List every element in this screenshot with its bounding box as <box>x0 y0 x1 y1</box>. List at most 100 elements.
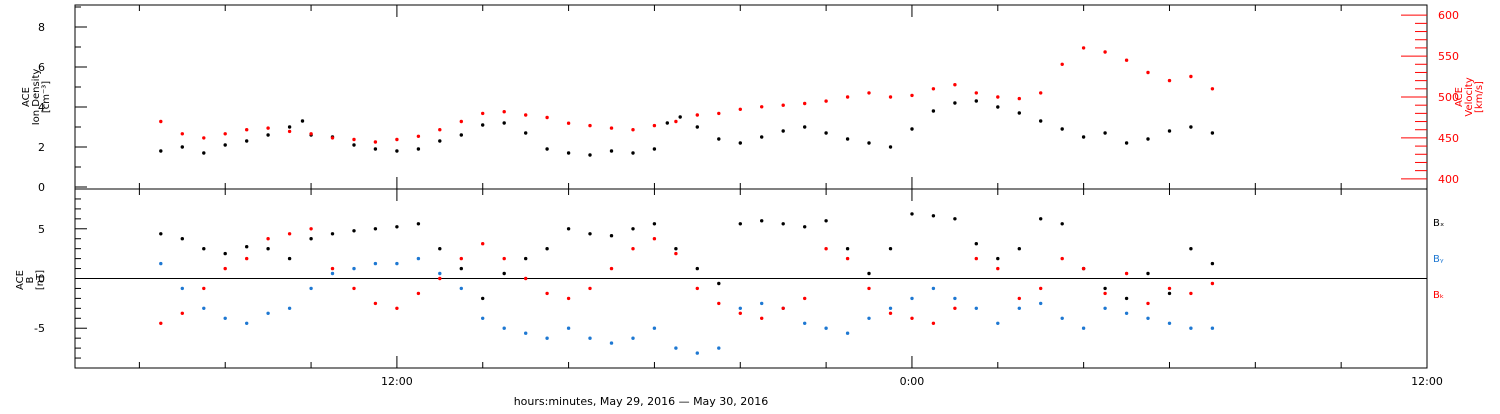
data-point <box>1189 291 1193 296</box>
data-point <box>481 111 485 116</box>
data-point <box>867 91 871 95</box>
data-point <box>781 222 785 226</box>
data-point <box>502 326 506 330</box>
data-point <box>867 141 871 145</box>
data-point <box>502 121 506 125</box>
data-point <box>330 266 335 271</box>
data-point <box>1189 125 1193 129</box>
data-point <box>309 237 313 241</box>
data-point <box>803 321 807 325</box>
y-axis-label-left-bottom-line: B <box>25 276 36 283</box>
data-point <box>287 256 292 261</box>
data-point <box>781 306 785 310</box>
data-point <box>1167 286 1172 291</box>
data-point <box>974 306 978 310</box>
data-point <box>352 266 356 271</box>
y-axis-label-left-top-line: ACE <box>21 87 32 107</box>
data-point <box>1189 74 1193 79</box>
data-point <box>665 121 669 125</box>
data-point <box>287 129 292 134</box>
data-point <box>1103 306 1107 310</box>
data-point <box>416 256 421 261</box>
data-point <box>1146 316 1150 320</box>
y-axis-label-left-bottom-line: ACE <box>15 270 26 290</box>
data-point <box>1081 46 1086 50</box>
data-point <box>1146 70 1150 75</box>
data-point <box>845 256 850 261</box>
data-point <box>1039 286 1043 291</box>
data-point <box>1167 78 1172 83</box>
data-point <box>524 256 528 261</box>
data-point <box>395 261 399 266</box>
data-point <box>803 296 807 301</box>
data-point <box>352 286 356 291</box>
x-tick-label: 12:00 <box>381 375 413 388</box>
data-point <box>652 222 657 226</box>
data-point <box>1167 291 1172 296</box>
data-point <box>588 153 592 157</box>
data-point <box>1167 321 1172 325</box>
data-point <box>931 286 936 291</box>
data-point <box>631 247 635 251</box>
data-point <box>309 286 313 291</box>
legend-label: Bᵧ <box>1433 254 1444 265</box>
data-point <box>609 234 614 238</box>
data-point <box>974 256 978 261</box>
data-point <box>202 247 206 251</box>
data-point <box>223 316 227 320</box>
data-point <box>631 128 635 132</box>
data-point <box>180 132 184 136</box>
data-point <box>223 132 227 136</box>
data-point <box>760 219 764 223</box>
y-axis-label-left-top-line: [cm⁻³] <box>41 81 52 113</box>
data-point <box>159 149 163 153</box>
data-point <box>459 266 463 271</box>
data-point <box>566 151 571 155</box>
data-point <box>438 271 442 276</box>
data-point <box>1017 96 1021 101</box>
data-point <box>824 247 828 251</box>
data-point <box>996 321 1000 325</box>
data-point <box>974 99 978 103</box>
data-point <box>1124 311 1129 315</box>
data-point <box>781 103 785 107</box>
data-point <box>202 136 206 140</box>
y-tick-label-right: 400 <box>1438 173 1459 186</box>
data-point <box>395 306 399 310</box>
data-point <box>867 286 871 291</box>
data-point <box>180 145 184 149</box>
data-point <box>159 232 163 236</box>
y-tick-label-right: 550 <box>1438 50 1459 63</box>
data-point <box>931 214 936 218</box>
y-tick-label-left: 4 <box>38 101 45 114</box>
data-point <box>717 301 721 306</box>
data-point <box>524 276 528 281</box>
data-point <box>1039 119 1043 123</box>
data-point <box>910 212 914 216</box>
data-point <box>1210 261 1215 266</box>
data-point <box>867 316 871 320</box>
data-point <box>159 119 163 124</box>
x-tick-label: 12:00 <box>1411 375 1443 388</box>
data-point <box>1017 296 1021 301</box>
data-point <box>245 256 249 261</box>
data-point <box>695 125 699 129</box>
legend-label: Bₖ <box>1433 290 1444 301</box>
data-point <box>1081 135 1086 139</box>
data-point <box>910 93 914 98</box>
data-point <box>674 119 678 124</box>
data-point <box>845 331 850 335</box>
data-point <box>695 266 699 271</box>
data-point <box>373 227 378 231</box>
data-point <box>438 276 442 281</box>
data-point <box>524 131 528 135</box>
data-point <box>266 247 270 251</box>
data-point <box>202 286 206 291</box>
data-point <box>953 217 957 221</box>
data-point <box>180 311 184 315</box>
data-point <box>1124 296 1129 301</box>
data-point <box>245 139 249 143</box>
data-point <box>1210 87 1215 91</box>
